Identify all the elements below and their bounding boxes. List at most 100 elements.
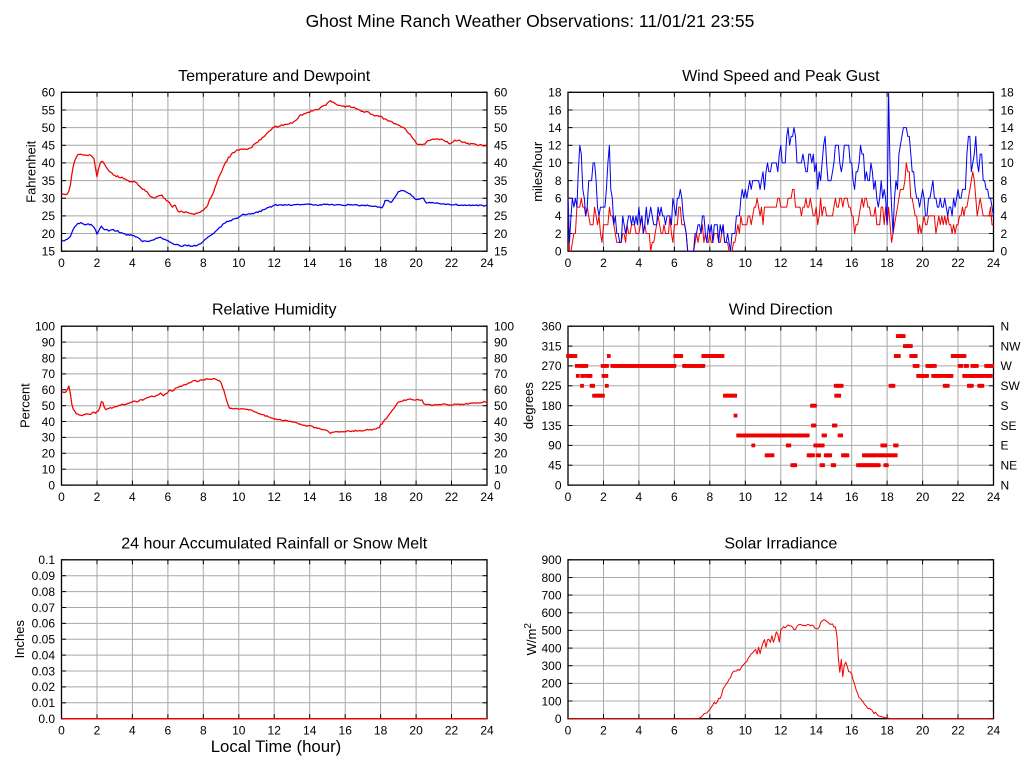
svg-text:12: 12 bbox=[268, 490, 282, 504]
svg-text:0.1: 0.1 bbox=[38, 553, 55, 567]
svg-text:Solar Irradiance: Solar Irradiance bbox=[724, 535, 837, 552]
svg-text:Relative Humidity: Relative Humidity bbox=[212, 302, 336, 319]
svg-text:60: 60 bbox=[494, 86, 508, 100]
svg-text:90: 90 bbox=[548, 439, 562, 453]
svg-text:4: 4 bbox=[636, 724, 643, 738]
svg-text:0.04: 0.04 bbox=[32, 648, 56, 662]
svg-text:30: 30 bbox=[494, 431, 508, 445]
svg-text:2: 2 bbox=[1001, 227, 1008, 241]
svg-text:15: 15 bbox=[42, 245, 56, 259]
svg-text:Local Time (hour): Local Time (hour) bbox=[211, 737, 342, 756]
svg-text:12: 12 bbox=[548, 139, 562, 153]
svg-text:18: 18 bbox=[880, 256, 894, 270]
svg-text:18: 18 bbox=[374, 724, 388, 738]
svg-text:degrees: degrees bbox=[521, 382, 536, 429]
svg-text:18: 18 bbox=[880, 724, 894, 738]
svg-text:12: 12 bbox=[268, 256, 282, 270]
svg-text:0: 0 bbox=[565, 490, 572, 504]
svg-text:16: 16 bbox=[339, 724, 353, 738]
svg-text:10: 10 bbox=[232, 490, 246, 504]
svg-text:20: 20 bbox=[916, 256, 930, 270]
svg-text:45: 45 bbox=[548, 459, 562, 473]
svg-text:24: 24 bbox=[480, 256, 494, 270]
svg-text:18: 18 bbox=[548, 86, 562, 100]
svg-text:15: 15 bbox=[494, 245, 508, 259]
svg-text:400: 400 bbox=[541, 641, 561, 655]
svg-text:70: 70 bbox=[494, 367, 508, 381]
svg-text:50: 50 bbox=[42, 121, 56, 135]
svg-text:12: 12 bbox=[268, 724, 282, 738]
svg-text:20: 20 bbox=[494, 447, 508, 461]
svg-text:500: 500 bbox=[541, 624, 561, 638]
svg-text:55: 55 bbox=[42, 103, 56, 117]
svg-text:25: 25 bbox=[42, 209, 56, 223]
svg-text:45: 45 bbox=[42, 139, 56, 153]
svg-text:700: 700 bbox=[541, 588, 561, 602]
svg-text:0: 0 bbox=[1001, 245, 1008, 259]
svg-text:8: 8 bbox=[555, 174, 562, 188]
svg-text:14: 14 bbox=[810, 256, 824, 270]
svg-text:Percent: Percent bbox=[18, 383, 33, 428]
svg-text:0.02: 0.02 bbox=[32, 680, 56, 694]
svg-text:Ghost Mine Ranch Weather Obser: Ghost Mine Ranch Weather Observations: 1… bbox=[306, 11, 755, 31]
svg-text:10: 10 bbox=[42, 463, 56, 477]
svg-text:60: 60 bbox=[494, 383, 508, 397]
svg-text:10: 10 bbox=[1001, 156, 1015, 170]
svg-text:100: 100 bbox=[35, 320, 55, 334]
svg-text:0: 0 bbox=[494, 478, 501, 492]
svg-text:8: 8 bbox=[706, 490, 713, 504]
svg-text:6: 6 bbox=[1001, 192, 1008, 206]
svg-text:4: 4 bbox=[555, 209, 562, 223]
svg-text:6: 6 bbox=[555, 192, 562, 206]
svg-text:14: 14 bbox=[810, 724, 824, 738]
svg-text:W: W bbox=[1001, 359, 1013, 373]
svg-text:Wind Direction: Wind Direction bbox=[729, 302, 833, 319]
svg-text:20: 20 bbox=[42, 447, 56, 461]
svg-text:14: 14 bbox=[1001, 121, 1015, 135]
svg-text:4: 4 bbox=[129, 724, 136, 738]
svg-text:100: 100 bbox=[541, 694, 561, 708]
svg-text:315: 315 bbox=[541, 339, 561, 353]
svg-text:180: 180 bbox=[541, 399, 561, 413]
svg-text:360: 360 bbox=[541, 320, 561, 334]
svg-text:10: 10 bbox=[739, 724, 753, 738]
svg-text:NE: NE bbox=[1001, 459, 1018, 473]
svg-text:16: 16 bbox=[339, 490, 353, 504]
svg-text:200: 200 bbox=[541, 677, 561, 691]
svg-text:225: 225 bbox=[541, 379, 561, 393]
svg-text:22: 22 bbox=[445, 490, 459, 504]
svg-text:0: 0 bbox=[565, 724, 572, 738]
svg-text:0.03: 0.03 bbox=[32, 664, 56, 678]
svg-text:0: 0 bbox=[555, 478, 562, 492]
svg-text:0: 0 bbox=[58, 256, 65, 270]
svg-text:30: 30 bbox=[42, 431, 56, 445]
svg-text:40: 40 bbox=[42, 415, 56, 429]
svg-text:0.09: 0.09 bbox=[32, 569, 56, 583]
svg-text:35: 35 bbox=[42, 174, 56, 188]
svg-text:S: S bbox=[1001, 399, 1009, 413]
svg-text:45: 45 bbox=[494, 139, 508, 153]
svg-text:4: 4 bbox=[636, 256, 643, 270]
svg-text:18: 18 bbox=[1001, 86, 1015, 100]
svg-text:30: 30 bbox=[494, 192, 508, 206]
svg-text:35: 35 bbox=[494, 174, 508, 188]
svg-text:18: 18 bbox=[880, 490, 894, 504]
svg-text:24: 24 bbox=[987, 724, 1001, 738]
svg-text:2: 2 bbox=[600, 256, 607, 270]
svg-text:20: 20 bbox=[409, 256, 423, 270]
svg-text:miles/hour: miles/hour bbox=[530, 141, 545, 202]
svg-text:20: 20 bbox=[42, 227, 56, 241]
svg-text:Inches: Inches bbox=[12, 620, 27, 659]
svg-text:22: 22 bbox=[951, 256, 965, 270]
svg-text:20: 20 bbox=[916, 490, 930, 504]
svg-text:0: 0 bbox=[58, 724, 65, 738]
svg-text:60: 60 bbox=[42, 86, 56, 100]
svg-text:Fahrenheit: Fahrenheit bbox=[24, 140, 39, 203]
svg-text:6: 6 bbox=[165, 490, 172, 504]
svg-text:10: 10 bbox=[232, 724, 246, 738]
svg-text:40: 40 bbox=[494, 415, 508, 429]
svg-text:40: 40 bbox=[494, 156, 508, 170]
svg-text:8: 8 bbox=[1001, 174, 1008, 188]
svg-text:12: 12 bbox=[774, 256, 788, 270]
svg-text:800: 800 bbox=[541, 571, 561, 585]
